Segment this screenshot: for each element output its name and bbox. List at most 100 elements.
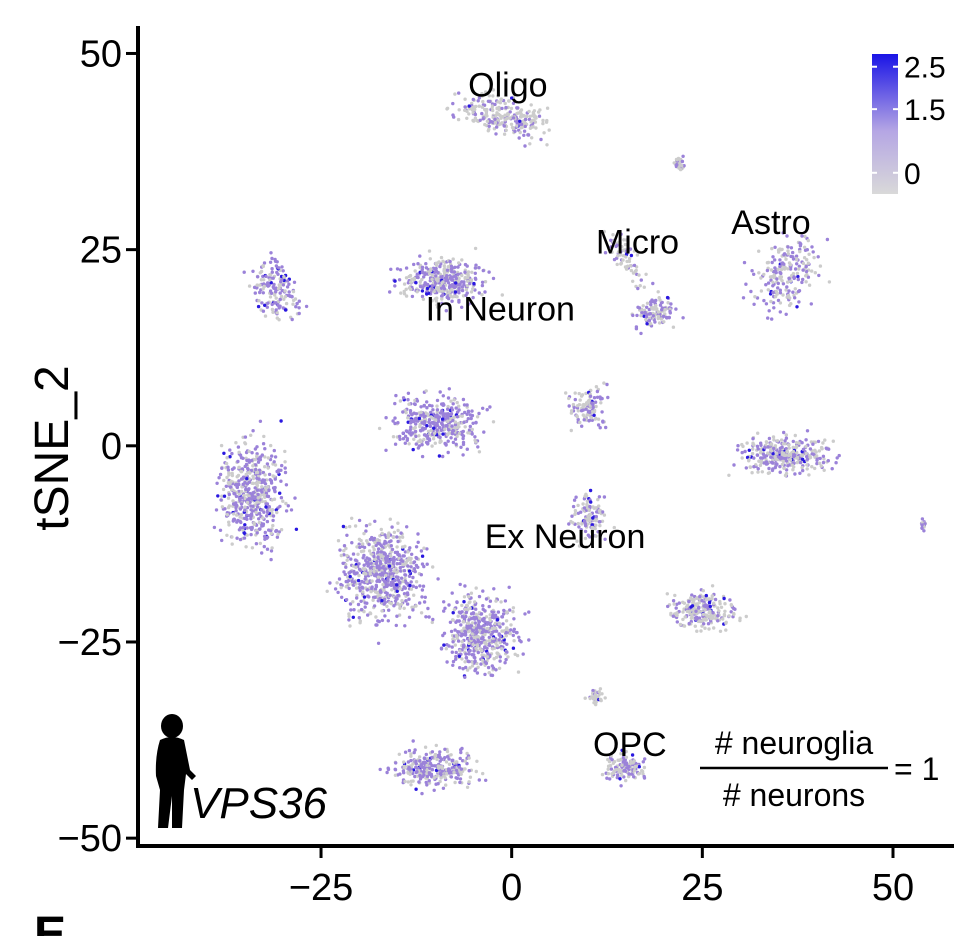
cell-point	[598, 697, 603, 701]
cell-point	[488, 618, 492, 623]
cell-point	[600, 510, 605, 514]
cluster-label: Astro	[731, 204, 810, 242]
cell-point	[604, 425, 608, 430]
cell-point	[245, 517, 249, 521]
cell-point	[624, 755, 629, 759]
cell-point	[263, 473, 267, 477]
cell-point	[582, 519, 587, 523]
cell-point	[494, 599, 498, 603]
cell-point	[589, 500, 593, 504]
cell-point	[661, 314, 666, 318]
cell-point	[612, 257, 617, 262]
cell-point	[474, 769, 478, 774]
cell-point	[226, 468, 231, 472]
cell-point	[457, 91, 461, 95]
cell-point	[772, 306, 776, 310]
cell-point	[405, 437, 410, 441]
cell-point	[283, 295, 288, 299]
cell-point	[581, 502, 585, 506]
cell-point	[407, 748, 412, 753]
cell-point	[920, 523, 924, 527]
cell-point	[398, 772, 402, 776]
cell-point	[465, 625, 469, 630]
cell-point	[269, 531, 273, 536]
cell-point	[394, 587, 398, 591]
cell-point	[265, 514, 269, 518]
cell-point	[621, 258, 625, 262]
cell-point	[461, 667, 465, 671]
cell-point	[444, 647, 448, 651]
cell-point	[407, 431, 412, 435]
cell-point	[476, 665, 480, 669]
cell-point	[361, 542, 365, 546]
cell-point	[795, 262, 799, 266]
cell-point	[362, 531, 366, 536]
cell-point	[797, 264, 801, 268]
cell-point	[503, 101, 507, 106]
cell-point	[609, 767, 614, 771]
cell-point	[246, 466, 250, 471]
cell-point	[822, 468, 826, 472]
cell-point	[395, 545, 399, 549]
cell-point	[362, 545, 367, 550]
cell-point	[356, 578, 361, 583]
cell-point	[571, 504, 576, 509]
cell-point	[804, 444, 808, 449]
cell-point	[582, 506, 587, 510]
cell-point	[804, 438, 808, 442]
cell-point	[435, 303, 439, 307]
cell-point	[256, 460, 261, 464]
cell-point	[491, 639, 496, 644]
cell-point	[431, 565, 435, 569]
cell-point	[426, 429, 431, 434]
cell-point	[583, 529, 588, 534]
cell-point	[782, 466, 786, 470]
cell-point	[422, 283, 426, 288]
cell-point	[284, 483, 289, 487]
cell-point	[668, 309, 672, 314]
cell-point	[468, 629, 472, 633]
cell-point	[444, 760, 449, 764]
cell-point	[784, 433, 788, 437]
cell-point	[462, 420, 466, 424]
cell-point	[402, 554, 406, 558]
cell-point	[385, 604, 389, 608]
cell-point	[647, 307, 651, 312]
cell-point	[791, 290, 795, 294]
cell-point	[805, 258, 809, 262]
cell-point	[297, 311, 301, 316]
cell-point	[515, 653, 520, 658]
cell-point	[402, 760, 406, 764]
cell-point	[422, 433, 427, 437]
cell-point	[461, 759, 465, 763]
cell-point	[453, 780, 457, 785]
cell-point	[637, 772, 641, 776]
cell-point	[419, 405, 423, 409]
cell-point	[600, 410, 604, 414]
cell-point	[798, 249, 802, 254]
cell-point	[225, 456, 229, 460]
x-axis-ticks: −25 0 25 50	[289, 846, 914, 909]
cell-point	[597, 520, 601, 524]
cell-point	[573, 511, 577, 516]
cell-point	[518, 130, 522, 135]
cell-point	[425, 434, 430, 438]
cell-point	[376, 555, 380, 559]
cell-point	[587, 398, 592, 402]
cell-point	[469, 416, 473, 421]
cell-point	[427, 771, 432, 775]
cell-point	[487, 638, 492, 643]
cell-point	[237, 465, 241, 470]
cell-point	[456, 272, 460, 277]
cell-point	[765, 268, 770, 273]
cell-point	[792, 454, 797, 458]
cell-point	[806, 238, 810, 243]
cell-point	[373, 540, 377, 545]
cell-point	[231, 512, 236, 516]
cell-point	[645, 301, 650, 305]
cell-point	[516, 106, 520, 110]
cell-point	[509, 623, 513, 627]
cell-point	[411, 739, 415, 743]
cell-point	[649, 302, 653, 307]
